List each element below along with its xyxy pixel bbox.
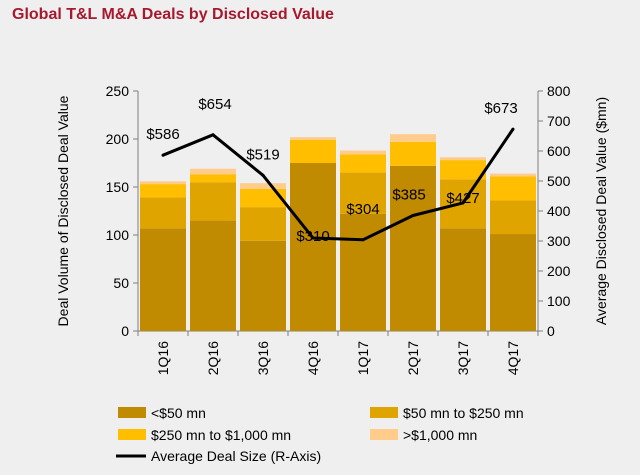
bar-segment-m250to1000 (440, 160, 486, 180)
bar-segment-m250to1000 (190, 174, 236, 183)
bar-segment-over1000 (440, 157, 486, 161)
bar-segment-under50 (140, 228, 186, 331)
bar-segment-m250to1000 (390, 141, 436, 166)
right-tick-label: 100 (547, 293, 571, 309)
bar-segment-m50to250 (240, 207, 286, 241)
bar-segment-under50 (490, 234, 536, 331)
left-tick-label: 50 (113, 275, 129, 291)
bar-segment-under50 (190, 220, 236, 331)
line-point (361, 238, 365, 242)
y-axis-title: Deal Volume of Disclosed Deal Value (55, 95, 71, 326)
left-tick-label: 100 (106, 227, 130, 243)
right-tick-label: 500 (547, 173, 571, 189)
line-point (511, 127, 515, 131)
line-data-label: $654 (198, 96, 231, 113)
x-tick-label: 1Q16 (155, 341, 171, 375)
y2-axis-title: Average Disclosed Deal Value ($mn) (593, 97, 609, 325)
bar-segment-over1000 (140, 181, 186, 185)
line-point (261, 173, 265, 177)
bar-segment-over1000 (490, 173, 536, 177)
legend-under-50-label: <$50 mn (151, 405, 206, 421)
bar-segment-under50 (390, 165, 436, 331)
legend-line-label: Average Deal Size (R-Axis) (151, 448, 321, 464)
bar-segment-m50to250 (490, 200, 536, 235)
right-tick-label: 600 (547, 143, 571, 159)
line-data-label: $304 (346, 201, 379, 218)
x-tick-label: 4Q17 (505, 341, 521, 375)
line-point (461, 201, 465, 205)
right-tick-label: 800 (547, 83, 571, 99)
right-tick-label: 200 (547, 263, 571, 279)
bar-segment-m250to1000 (340, 154, 386, 173)
line-data-label: $586 (146, 126, 179, 143)
legend-under-50-swatch (118, 407, 146, 418)
bar-segment-over1000 (290, 137, 336, 140)
right-tick-label: 400 (547, 203, 571, 219)
x-tick-label: 2Q16 (205, 341, 221, 375)
left-tick-label: 200 (106, 131, 130, 147)
x-tick-label: 2Q17 (405, 341, 421, 375)
legend-over-1000-label: >$1,000 mn (403, 427, 477, 443)
bar-segment-m50to250 (340, 172, 386, 214)
left-tick-label: 250 (106, 83, 130, 99)
bar-segment-m250to1000 (240, 188, 286, 208)
left-tick-label: 0 (121, 323, 129, 339)
bar-segment-under50 (290, 163, 336, 331)
x-tick-label: 4Q16 (305, 341, 321, 375)
legend-250-to-1000-label: $250 mn to $1,000 mn (151, 427, 291, 443)
right-tick-label: 300 (547, 233, 571, 249)
legend-50-to-250-swatch (370, 407, 398, 418)
bar-segment-under50 (240, 240, 286, 331)
left-tick-label: 150 (106, 179, 130, 195)
average-deal-size-line (162, 128, 515, 242)
line-point (211, 133, 215, 137)
bar-segment-m250to1000 (490, 176, 536, 201)
bar-segment-over1000 (240, 183, 286, 189)
x-tick-label: 3Q16 (255, 341, 271, 375)
line-data-label: $310 (296, 228, 329, 245)
legend-over-1000-swatch (370, 429, 398, 440)
bar-segment-m50to250 (190, 182, 236, 221)
line-point (411, 214, 415, 217)
line-point (161, 153, 165, 157)
x-tick-label: 1Q17 (355, 341, 371, 375)
bar-segment-m50to250 (140, 197, 186, 229)
legend-250-to-1000-swatch (118, 429, 146, 440)
bar-segment-m250to1000 (140, 184, 186, 198)
bar-segment-m250to1000 (290, 139, 336, 163)
line-point (311, 236, 315, 240)
line-data-label: $385 (392, 187, 425, 204)
line-data-label: $519 (246, 146, 279, 163)
legend-50-to-250-label: $50 mn to $250 mn (403, 405, 524, 421)
x-tick-label: 3Q17 (455, 341, 471, 375)
bar-segment-over1000 (340, 150, 386, 155)
chart-title: Global T&L M&A Deals by Disclosed Value (12, 6, 334, 23)
right-tick-label: 700 (547, 113, 571, 129)
line-data-label: $427 (446, 190, 479, 207)
right-tick-label: 0 (547, 323, 555, 339)
bar-segment-over1000 (390, 134, 436, 142)
line-data-label: $673 (484, 100, 517, 117)
bar-segment-under50 (440, 228, 486, 331)
bar-segment-over1000 (190, 168, 236, 175)
